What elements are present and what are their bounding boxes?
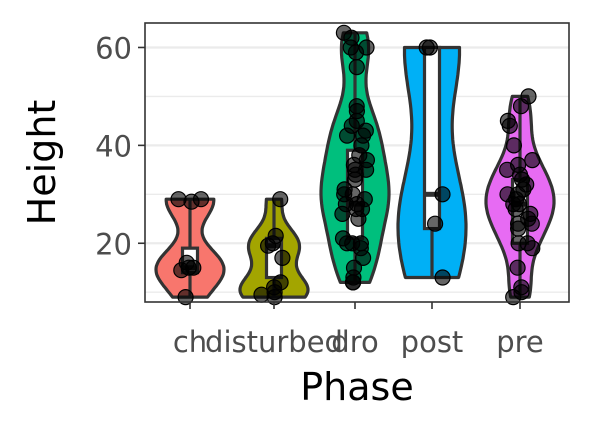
box-post	[422, 45, 442, 231]
y-tick-label: 20	[95, 227, 132, 261]
data-point	[348, 58, 365, 76]
data-point	[434, 269, 451, 286]
x-tick-label: post	[401, 325, 464, 359]
data-point	[509, 259, 526, 276]
y-tick-label: 40	[95, 129, 132, 163]
data-point	[505, 137, 523, 154]
x-tick-label: disturbed	[205, 325, 343, 359]
plot-panel-border	[144, 22, 570, 303]
data-point	[347, 44, 365, 61]
data-point	[524, 152, 541, 169]
point-layer	[170, 24, 541, 306]
data-point	[350, 210, 367, 227]
data-point	[253, 286, 270, 303]
x-axis-title: Phase	[300, 365, 413, 409]
data-point	[501, 117, 518, 134]
data-point	[427, 215, 444, 232]
data-point	[512, 98, 530, 115]
x-tick-label: pre	[496, 325, 544, 359]
data-point	[260, 237, 277, 254]
data-point	[183, 193, 200, 210]
y-axis-title: Height	[20, 100, 64, 226]
data-point	[418, 39, 435, 56]
data-point	[505, 289, 522, 306]
data-point	[510, 235, 527, 252]
data-point	[524, 240, 541, 257]
x-tick-label: dro	[331, 325, 378, 359]
x-tick-label: ch	[173, 325, 207, 359]
data-point	[338, 235, 356, 252]
data-point	[173, 262, 190, 279]
data-point	[507, 200, 524, 218]
data-point	[523, 215, 540, 232]
data-point	[274, 249, 291, 266]
data-point	[170, 191, 187, 208]
data-point	[334, 205, 351, 222]
data-point	[434, 186, 451, 203]
data-point	[177, 289, 194, 306]
data-point	[272, 191, 289, 208]
y-tick-label: 60	[95, 31, 132, 65]
data-point	[339, 127, 356, 144]
data-point	[344, 274, 361, 291]
y-axis-ticks: 20 40 60	[95, 31, 145, 261]
data-point	[509, 220, 527, 237]
